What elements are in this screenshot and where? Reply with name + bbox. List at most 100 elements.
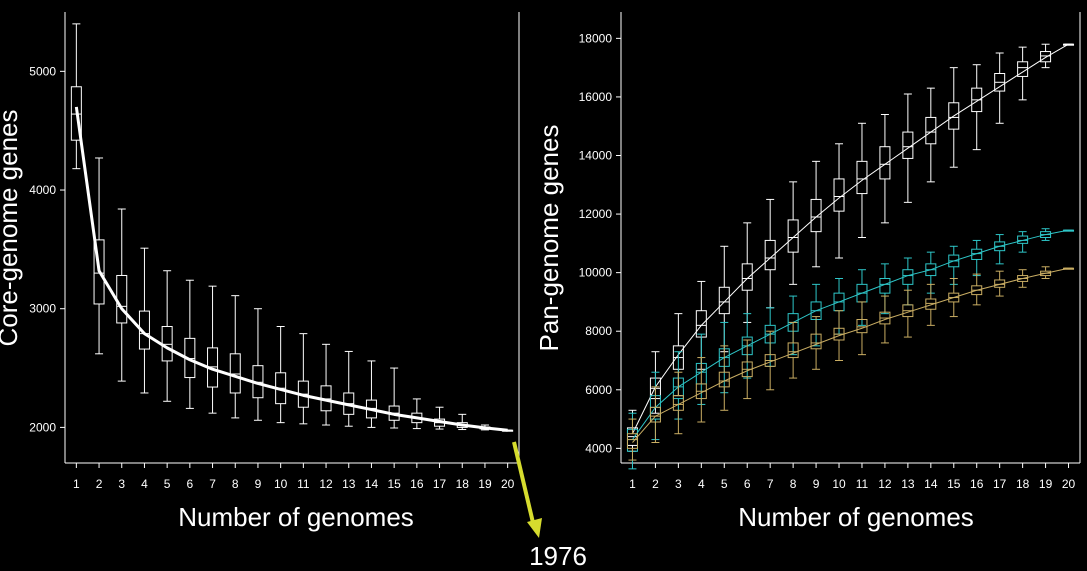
box-iqr (971, 248, 983, 260)
pan-box-8 (787, 181, 799, 285)
pan-box-4 (695, 357, 707, 423)
core-box-13 (343, 350, 355, 427)
core-x-tick-label: 14 (365, 477, 379, 491)
pan-box-10 (833, 310, 845, 361)
core-y-tick-label: 2000 (29, 420, 56, 434)
pan-box-10 (833, 143, 845, 259)
pan-box-9 (810, 160, 822, 268)
pan-x-tick-label: 18 (1016, 477, 1030, 491)
core-x-tick-label: 2 (96, 477, 103, 491)
pan-x-tick-label: 1 (629, 477, 636, 491)
core-x-tick-label: 20 (501, 477, 515, 491)
pan-box-11 (856, 301, 868, 356)
pan-box-1 (626, 418, 638, 461)
pan-x-tick-label: 20 (1062, 477, 1076, 491)
pan-box-11 (856, 122, 868, 238)
pan-fit-line-2 (632, 267, 1069, 443)
pan-box-19 (1040, 43, 1052, 69)
pan-x-tick-label: 8 (790, 477, 797, 491)
pan-series-2 (626, 266, 1075, 461)
pan-y-tick-label: 12000 (579, 207, 613, 221)
pan-y-tick-label: 10000 (579, 266, 613, 280)
core-fit-line-0 (74, 106, 508, 432)
pan-box-9 (810, 316, 822, 370)
pan-box-9 (810, 283, 822, 347)
box-iqr (93, 239, 105, 305)
pan-y-tick-label: 14000 (579, 149, 613, 163)
core-box-8 (229, 295, 241, 419)
core-box-7 (207, 285, 219, 414)
core-x-tick-label: 1 (73, 477, 80, 491)
core-x-tick-label: 6 (187, 477, 194, 491)
box-iqr (741, 263, 753, 291)
pan-box-2 (649, 386, 661, 443)
pan-fit-line-1 (632, 229, 1069, 440)
pan-x-tick-label: 10 (832, 477, 846, 491)
core-x-tick-label: 10 (274, 477, 288, 491)
pan-box-18 (1017, 46, 1029, 101)
pan-x-tick-label: 19 (1039, 477, 1053, 491)
box-iqr (718, 371, 730, 388)
pan-series-0 (626, 43, 1075, 452)
core-x-tick-label: 12 (319, 477, 333, 491)
pan-box-12 (879, 295, 891, 344)
pan-y-tick-label: 4000 (585, 441, 612, 455)
core-box-15 (388, 367, 400, 429)
core-y-tick-label: 3000 (29, 302, 56, 316)
pan-x-tick-label: 4 (698, 477, 705, 491)
box-iqr (764, 239, 776, 271)
box-iqr (810, 333, 822, 350)
box-iqr (1017, 235, 1029, 244)
core-box-17 (434, 406, 446, 430)
pan-x-axis-label: Number of genomes (738, 502, 974, 532)
box-iqr (810, 198, 822, 233)
pan-x-tick-label: 5 (721, 477, 728, 491)
box-iqr (695, 310, 707, 338)
core-y-tick-label: 5000 (29, 64, 56, 78)
core-box-9 (252, 308, 264, 421)
pan-x-tick-label: 16 (970, 477, 984, 491)
pan-x-tick-label: 7 (767, 477, 774, 491)
box-iqr (161, 326, 173, 362)
box-iqr (229, 353, 241, 394)
pan-x-tick-label: 6 (744, 477, 751, 491)
pan-box-7 (764, 198, 776, 309)
pan-box-17 (994, 52, 1006, 124)
pan-box-16 (971, 64, 983, 151)
pan-marks (626, 43, 1075, 470)
core-box-4 (138, 247, 150, 394)
pan-box-18 (1017, 269, 1029, 288)
pan-box-6 (741, 222, 753, 323)
box-iqr (649, 406, 661, 423)
core-y-tick-label: 4000 (29, 183, 56, 197)
core-box-10 (275, 326, 287, 424)
box-iqr (718, 286, 730, 315)
box-iqr (70, 86, 82, 141)
pan-box-15 (948, 67, 960, 168)
pan-x-tick-label: 11 (856, 477, 869, 491)
core-marks (70, 23, 514, 432)
pan-box-12 (879, 114, 891, 224)
core-box-11 (297, 333, 309, 425)
box-iqr (925, 298, 937, 310)
box-iqr (672, 395, 684, 411)
pan-x-tick-label: 13 (901, 477, 915, 491)
core-x-tick-label: 13 (342, 477, 356, 491)
box-iqr (116, 274, 128, 324)
annotation-value: 1976 (529, 541, 587, 571)
box-iqr (833, 178, 845, 212)
box-iqr (1040, 51, 1052, 63)
core-box-14 (365, 360, 377, 428)
core-x-tick-label: 17 (433, 477, 447, 491)
pan-y-tick-label: 6000 (585, 383, 612, 397)
pan-y-axis-label: Pan-genome genes (534, 125, 564, 352)
core-box-2 (93, 157, 105, 355)
core-x-tick-label: 4 (141, 477, 148, 491)
pan-x-tick-label: 3 (675, 477, 682, 491)
box-iqr (879, 146, 891, 180)
core-x-tick-label: 9 (255, 477, 262, 491)
